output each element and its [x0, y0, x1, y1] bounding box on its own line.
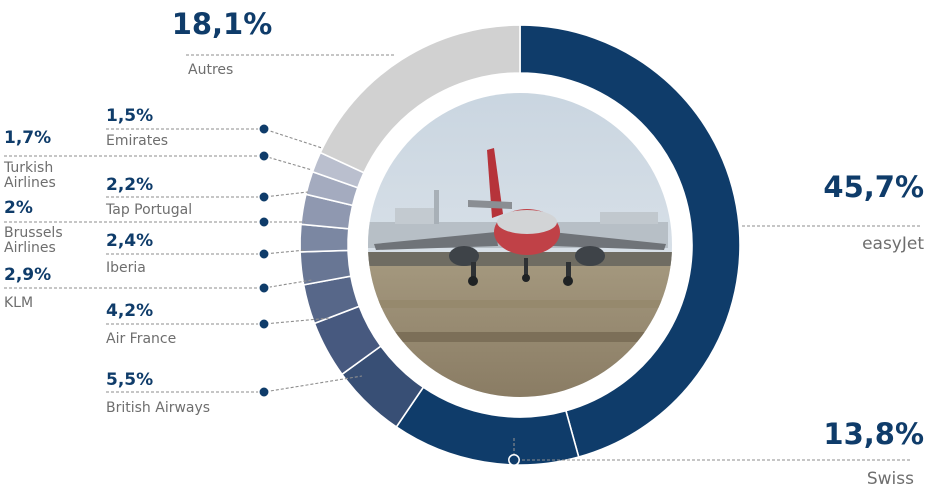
name-label-swiss: Swiss [867, 469, 914, 487]
name-label-tap-portugal: Tap Portugal [105, 202, 192, 218]
name-label-british-airways: British Airways [106, 400, 210, 416]
name-label-iberia: Iberia [106, 260, 146, 276]
name-label-klm: KLM [4, 295, 33, 311]
value-label-easyjet: 45,7% [823, 170, 924, 204]
slice-autres [319, 24, 521, 174]
leader-dot-turkish-airlines [258, 150, 270, 162]
value-label-swiss: 13,8% [823, 417, 924, 451]
name-label-emirates: Emirates [106, 133, 168, 149]
donut-slices [299, 24, 741, 466]
leader-dot-swiss [508, 454, 520, 466]
name-label-turkish-airlines: Turkish Airlines [3, 160, 56, 191]
name-label-air-france: Air France [106, 331, 176, 347]
leader-dot-british-airways [258, 386, 270, 398]
airplane-photo [368, 93, 672, 397]
leader-dot-brussels-airlines [258, 216, 270, 228]
name-label-brussels-airlines: Brussels Airlines [4, 225, 63, 256]
value-label-british-airways: 5,5% [106, 370, 153, 390]
name-label-autres: Autres [188, 62, 233, 78]
leader-dot-klm [258, 282, 270, 294]
value-label-tap-portugal: 2,2% [106, 175, 153, 195]
leader-dot-iberia [258, 248, 270, 260]
value-label-emirates: 1,5% [106, 106, 153, 126]
leader-dots [258, 123, 520, 466]
slice-easyjet [519, 24, 741, 459]
leader-dot-tap-portugal [258, 191, 270, 203]
value-label-iberia: 2,4% [106, 231, 153, 251]
value-label-brussels-airlines: 2% [4, 198, 33, 218]
value-label-autres: 18,1% [172, 7, 273, 41]
leader-dot-air-france [258, 318, 270, 330]
slice-swiss [395, 386, 580, 466]
name-label-easyjet: easyJet [862, 234, 924, 254]
value-label-turkish-airlines: 1,7% [4, 128, 51, 148]
airplane-icon [374, 148, 666, 286]
leader-dot-emirates [258, 123, 270, 135]
slice-labels: 45,7% easyJet 13,8% Swiss 5,5% British Airway… [3, 7, 924, 487]
value-label-klm: 2,9% [4, 265, 51, 285]
value-label-air-france: 4,2% [106, 301, 153, 321]
